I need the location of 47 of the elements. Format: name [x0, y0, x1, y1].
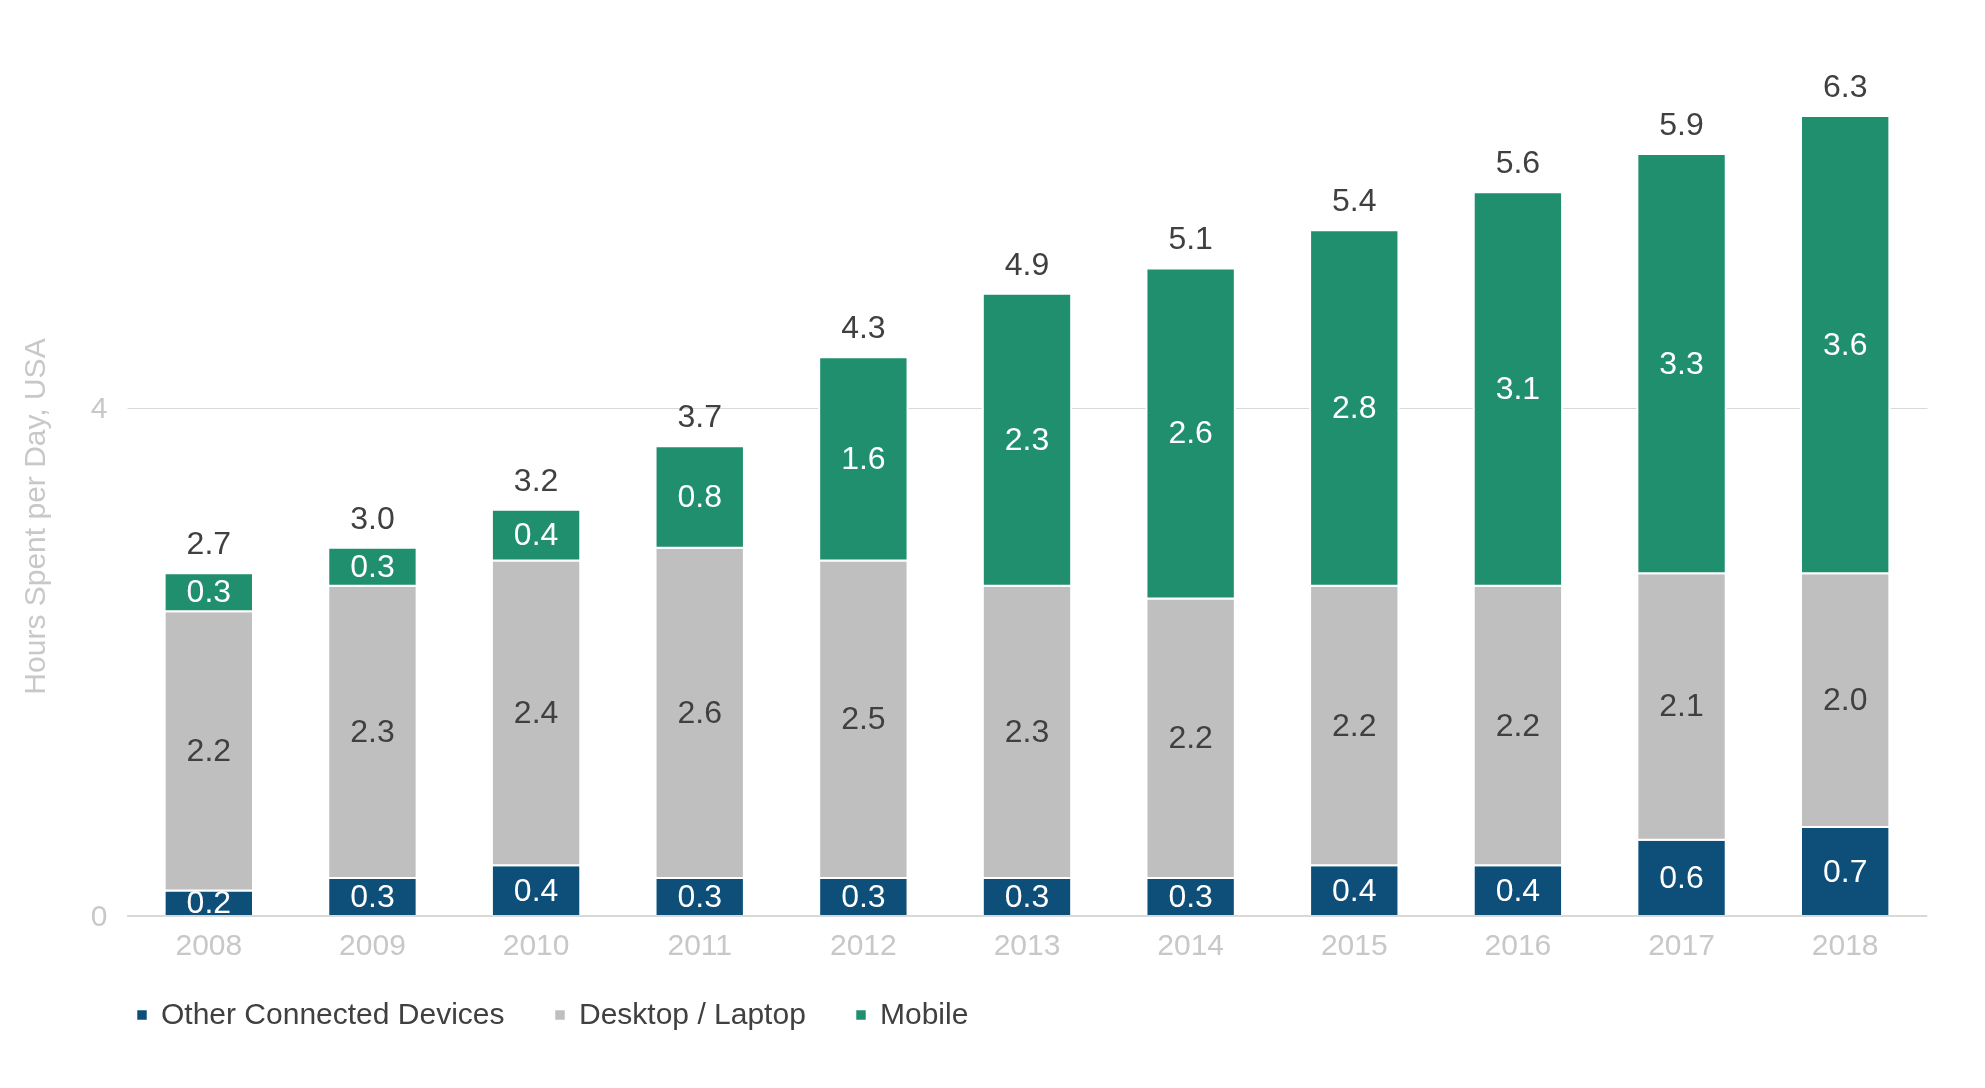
data-label: 2.4 [513, 693, 559, 730]
legend-label: Desktop / Laptop [579, 997, 806, 1030]
data-label: 2.3 [350, 712, 395, 749]
data-label: 0.4 [1332, 871, 1377, 908]
data-label: 2.2 [1495, 706, 1541, 743]
total-label: 5.4 [1332, 182, 1377, 219]
data-label: 0.3 [350, 547, 395, 584]
data-label: 2.8 [1332, 389, 1377, 426]
data-label: 0.7 [1822, 852, 1868, 889]
data-label: 0.3 [841, 877, 886, 914]
data-label: 0.3 [350, 877, 395, 914]
data-label: 0.4 [1495, 871, 1541, 908]
data-label: 3.3 [1659, 344, 1704, 381]
data-label: 2.3 [1004, 420, 1050, 457]
data-label: 2.0 [1822, 681, 1868, 718]
total-label: 3.2 [513, 461, 559, 498]
data-label: 2.6 [1168, 414, 1213, 451]
total-label: 4.9 [1004, 245, 1050, 282]
total-label: 5.6 [1495, 144, 1541, 181]
data-label: 0.6 [1659, 858, 1704, 895]
data-label: 2.2 [1332, 706, 1377, 743]
data-label: 2.2 [186, 731, 232, 768]
legend-label: Mobile [880, 997, 969, 1030]
total-label: 6.3 [1822, 68, 1868, 104]
total-label: 5.9 [1659, 106, 1704, 143]
data-label: 0.2 [186, 884, 232, 921]
total-label: 3.7 [677, 398, 722, 435]
data-label: 2.1 [1659, 687, 1704, 724]
data-label: 0.3 [1004, 877, 1050, 914]
data-label: 3.6 [1822, 325, 1868, 362]
data-label: 0.4 [513, 516, 559, 553]
data-label: 2.6 [677, 693, 722, 730]
data-label: 0.8 [677, 477, 722, 514]
total-label: 3.0 [350, 499, 395, 536]
data-label: 2.5 [841, 700, 886, 737]
data-label: 2.3 [1004, 712, 1050, 749]
data-label: 0.4 [513, 871, 559, 908]
data-label: 1.6 [841, 439, 886, 476]
data-label: 0.3 [677, 877, 722, 914]
data-label: 3.1 [1495, 370, 1541, 407]
legend-label: Other Connected Devices [161, 997, 505, 1030]
data-label: 0.3 [186, 573, 232, 610]
total-label: 5.1 [1168, 220, 1213, 257]
data-label: 0.3 [1168, 877, 1213, 914]
data-label: 2.2 [1168, 719, 1213, 756]
total-label: 2.7 [186, 525, 232, 562]
total-label: 4.3 [841, 309, 886, 346]
